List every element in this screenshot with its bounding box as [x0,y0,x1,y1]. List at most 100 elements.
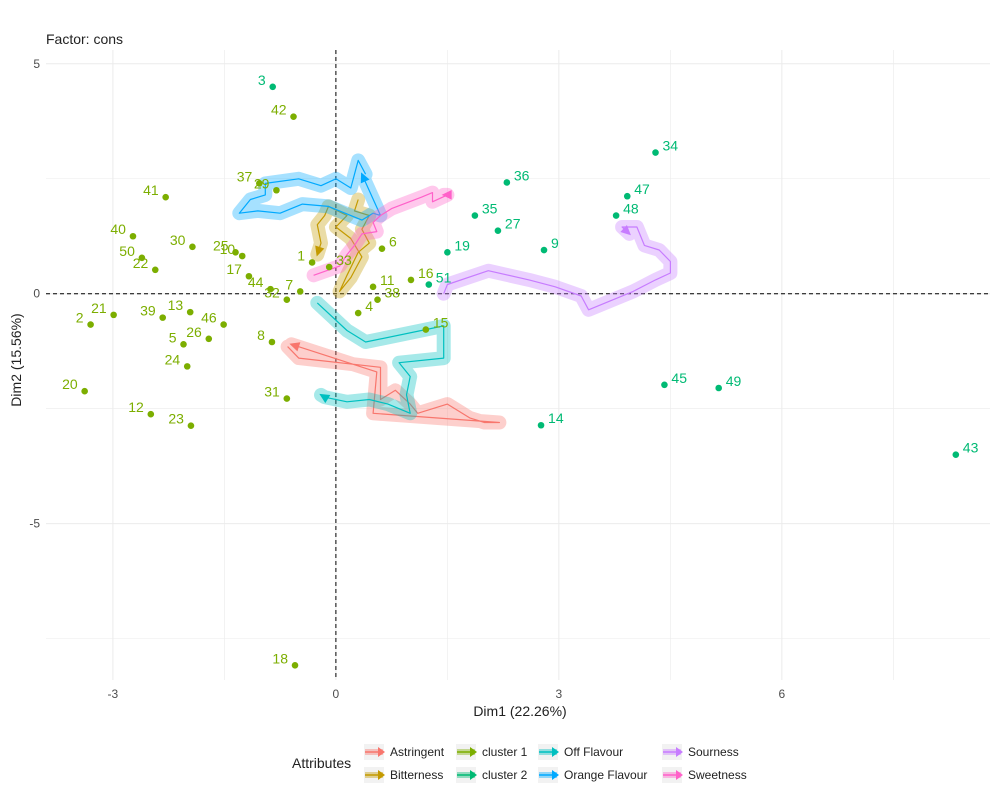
trajectory-bitterness [310,192,377,299]
point-6 [378,245,386,252]
point-23 [187,422,195,430]
point-label-32: 32 [264,285,280,301]
point-16 [407,276,415,284]
point-37 [256,180,263,187]
point-label-44: 44 [248,274,264,290]
point-32 [283,296,291,304]
point-label-3: 3 [258,72,266,88]
point-label-34: 34 [663,138,679,154]
point-8 [268,338,276,346]
point-label-41: 41 [143,182,159,198]
point-label-11: 11 [380,272,395,288]
trajectory-sourness [436,220,678,317]
point-9 [540,246,548,254]
point-12 [147,410,155,418]
point-26 [205,335,213,343]
point-label-30: 30 [170,232,186,248]
point-label-29: 29 [254,175,270,191]
individual-points [81,83,960,669]
x-tick-label: 3 [556,687,563,701]
trajectory-arrow [360,172,370,184]
point-20 [81,387,88,395]
point-label-45: 45 [671,370,687,386]
trajectory-line [287,343,500,424]
legend-item-cluster-2: cluster 2 [456,767,528,783]
point-3 [269,83,277,91]
y-tick-label: 5 [33,57,40,71]
trajectory-line [316,302,445,414]
point-label-14: 14 [548,410,564,426]
point-label-23: 23 [168,411,184,427]
point-24 [183,363,191,370]
legend-key-arrow [470,770,477,780]
trajectory-line [443,226,671,311]
point-1 [308,259,316,266]
y-tick-label: -5 [29,517,40,531]
trajectory-arrow [289,342,301,352]
point-label-39: 39 [140,303,156,319]
point-label-46: 46 [201,310,217,326]
point-49 [715,384,722,392]
legend-label: Astringent [390,745,445,759]
point-46 [220,321,227,328]
legend-item-sourness: Sourness [662,744,739,760]
legend-label: cluster 1 [482,745,528,759]
legend-title: Attributes [292,755,351,771]
point-42 [290,113,297,120]
point-label-20: 20 [62,376,78,392]
x-tick-label: 0 [333,687,340,701]
legend-label: cluster 2 [482,768,528,782]
point-10 [238,252,246,260]
point-label-6: 6 [389,234,397,250]
legend-label: Off Flavour [564,745,623,759]
point-label-7: 7 [285,276,293,292]
attribute-trajectories [232,153,678,430]
point-51 [425,281,433,288]
point-2 [87,321,94,328]
point-18 [291,661,299,669]
trajectory-line [316,199,370,292]
point-25 [232,249,239,256]
point-45 [661,381,668,389]
point-17 [245,272,253,280]
point-31 [283,395,291,402]
point-label-15: 15 [433,315,449,331]
point-label-13: 13 [168,297,184,313]
point-label-10: 10 [220,241,236,257]
point-21 [110,311,117,319]
point-label-26: 26 [186,324,202,340]
legend-key-arrow [676,770,683,780]
point-44 [267,285,274,293]
trajectory-arrow [620,224,631,236]
point-label-35: 35 [482,201,498,217]
point-label-33: 33 [336,252,352,268]
point-label-16: 16 [418,265,434,281]
point-label-1: 1 [297,247,305,263]
point-label-50: 50 [119,243,135,259]
legend-item-bitterness: Bitterness [364,767,443,783]
point-27 [494,227,502,235]
trajectory-sweetness [306,185,455,283]
legend-key-arrow [470,747,477,757]
point-label-42: 42 [271,102,287,118]
point-label-38: 38 [385,285,401,301]
trajectory-arrow [319,393,331,404]
legend-key-arrow [552,747,559,757]
point-label-48: 48 [623,201,639,217]
point-label-31: 31 [264,384,280,400]
point-label-37: 37 [237,168,253,184]
point-label-8: 8 [257,327,265,343]
point-43 [952,451,960,458]
point-label-40: 40 [110,221,126,237]
point-label-2: 2 [76,310,84,326]
point-label-5: 5 [169,329,177,345]
point-39 [159,314,166,321]
point-48 [612,212,620,219]
point-label-12: 12 [128,399,144,415]
x-tick-label: 6 [779,687,786,701]
point-33 [325,263,333,271]
legend-key-arrow [378,747,385,757]
point-7 [296,288,304,295]
